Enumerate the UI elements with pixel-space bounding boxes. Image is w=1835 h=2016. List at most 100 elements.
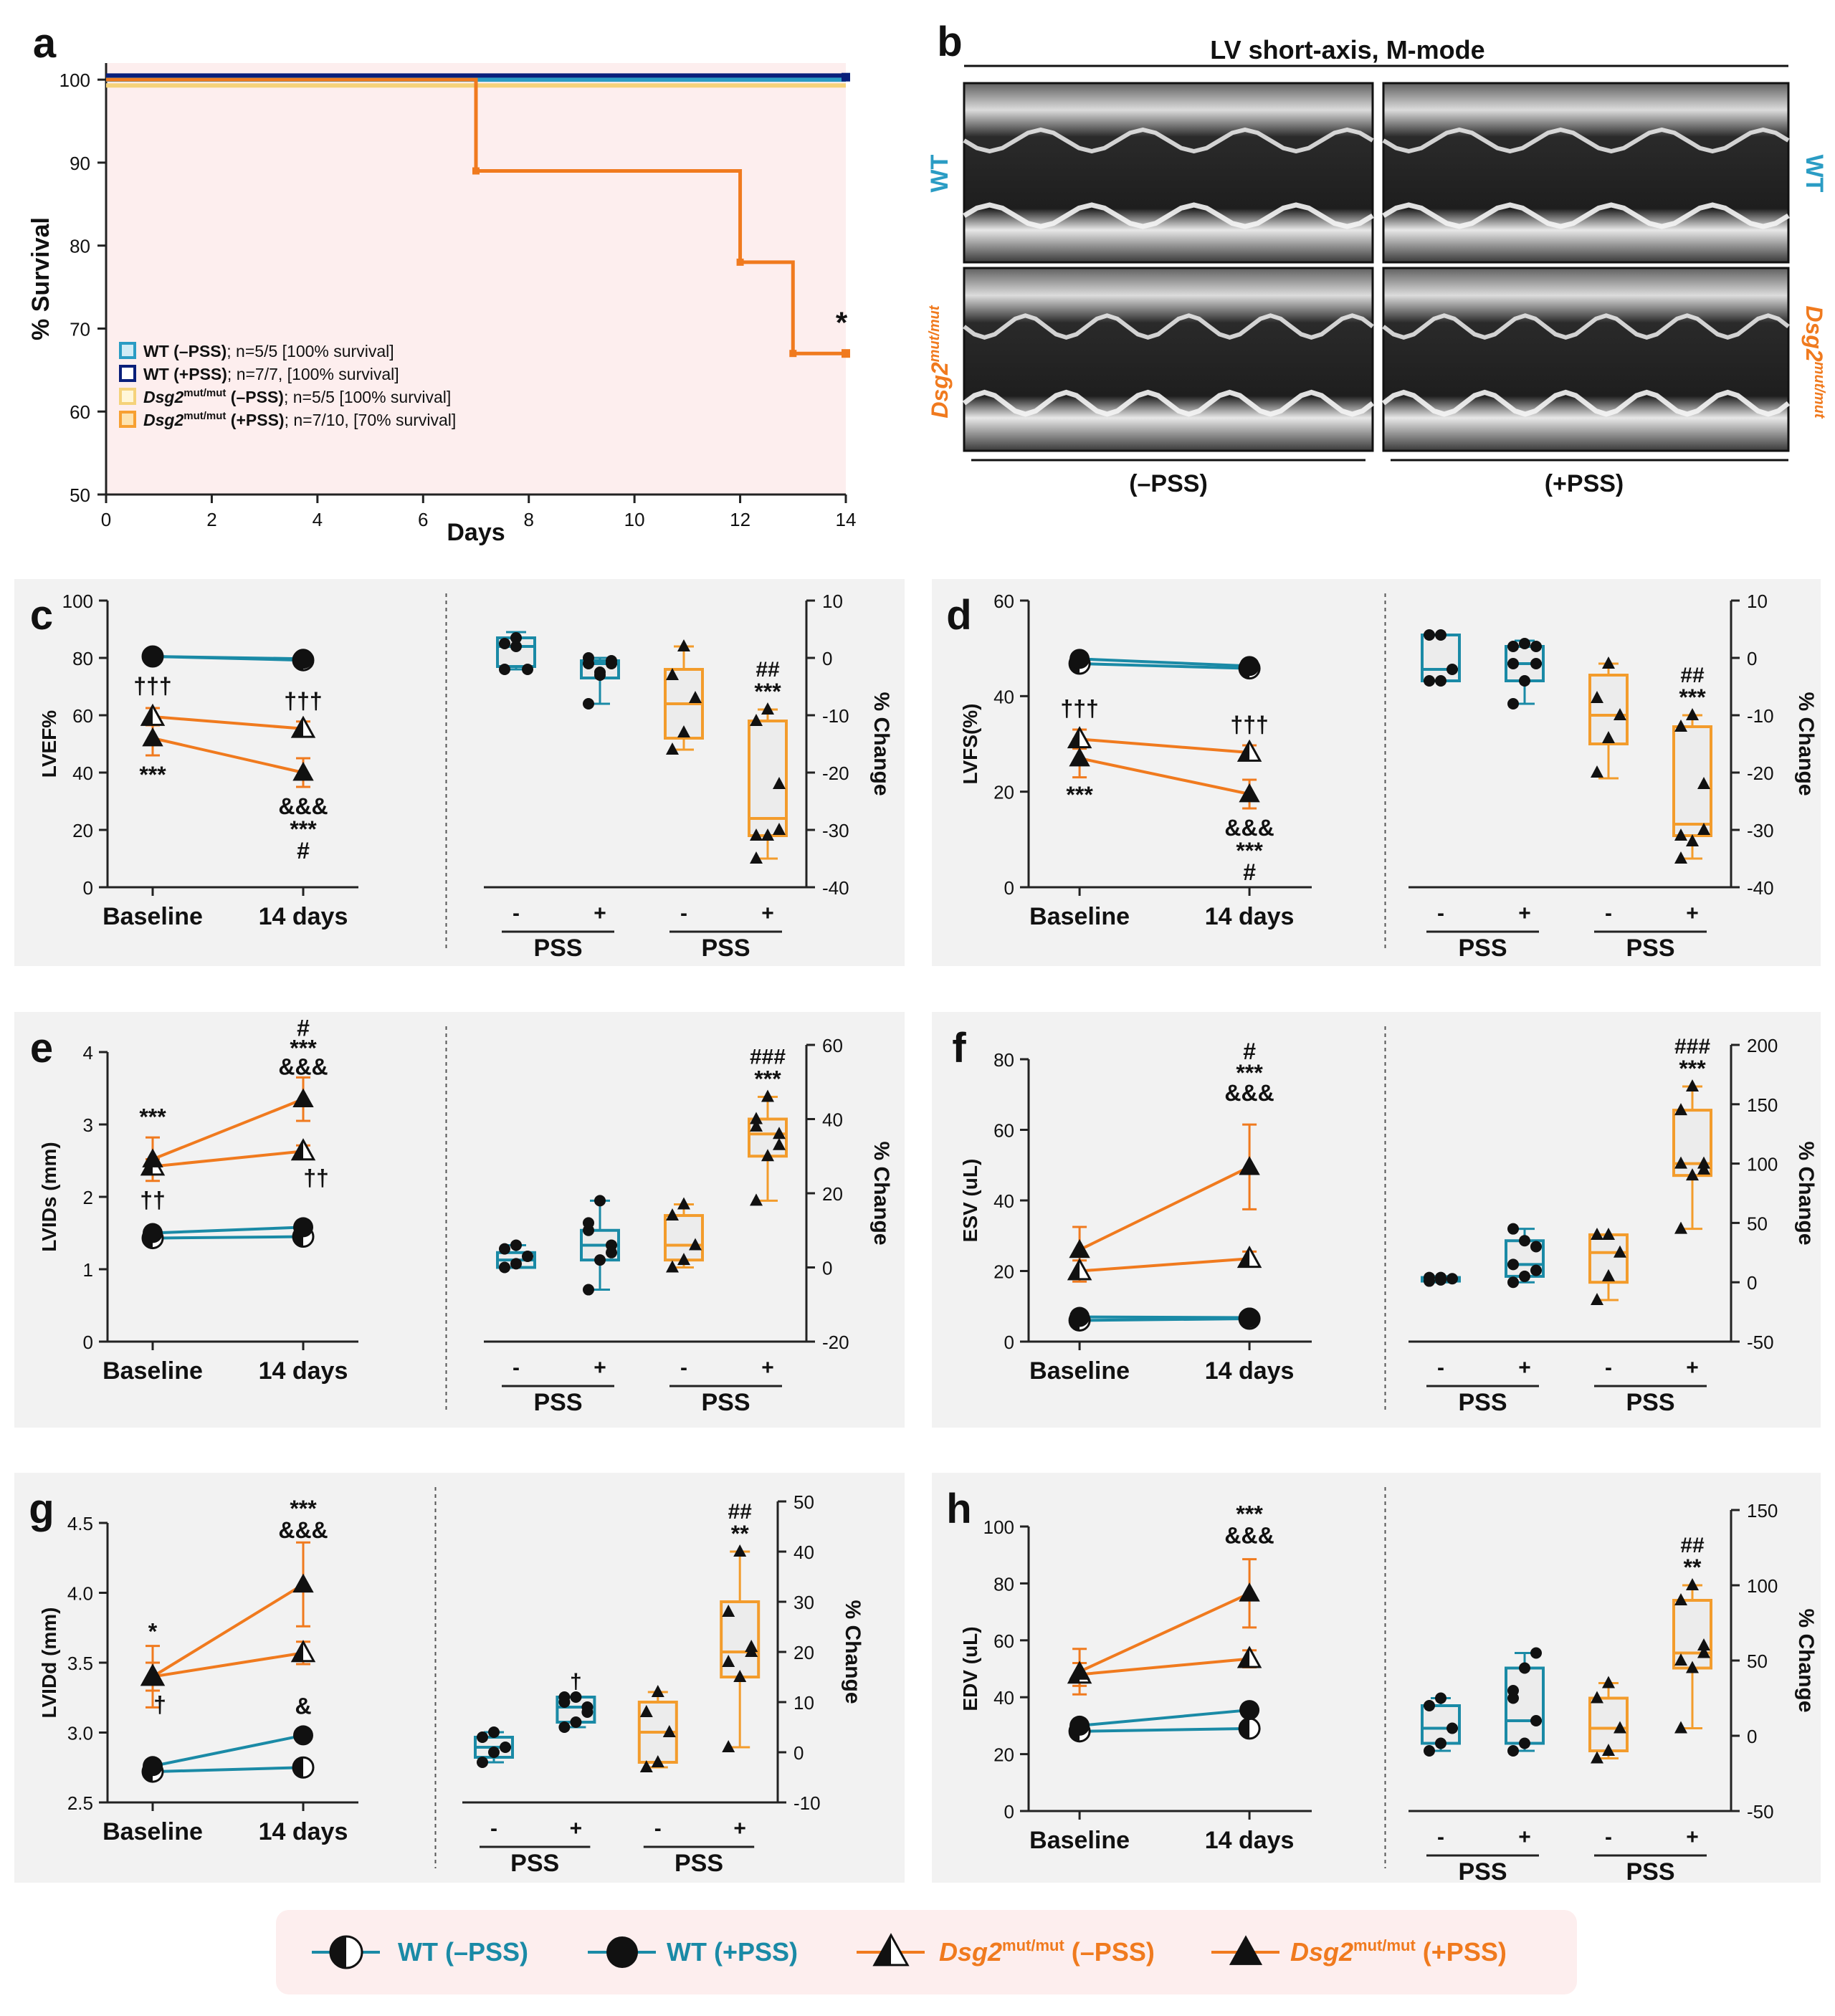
x-category-label: 14 days xyxy=(259,903,348,930)
dsg-name: Dsg2 xyxy=(1801,305,1827,361)
box-point xyxy=(651,1685,664,1697)
y-tick-label: 60 xyxy=(993,591,1014,612)
series-line xyxy=(1079,657,1250,668)
box-annotation: *** xyxy=(1679,684,1706,710)
box-x-tick: + xyxy=(1518,1825,1531,1849)
y-tick-label: 0 xyxy=(1747,1726,1757,1747)
y-tick-label: 0 xyxy=(1004,1332,1014,1353)
box-annotation: ** xyxy=(1684,1554,1702,1580)
box-annotation: *** xyxy=(1679,1056,1706,1081)
box-point xyxy=(583,698,594,710)
box-point xyxy=(666,742,679,755)
box-point xyxy=(773,1127,786,1140)
marker-dsg-plus xyxy=(142,1666,163,1685)
panel-letter: b xyxy=(937,19,962,65)
box-point xyxy=(651,1755,664,1767)
col-label-minus: (–PSS) xyxy=(1129,470,1208,497)
box-annotation: *** xyxy=(754,679,781,704)
y-tick-label: 20 xyxy=(822,1183,843,1205)
box-point xyxy=(1530,658,1542,669)
box-point xyxy=(1435,1271,1446,1284)
box-x-tick: - xyxy=(654,1817,662,1840)
legend-label-rest: (–PSS) xyxy=(1064,1937,1155,1967)
box-point xyxy=(761,828,774,841)
box-point xyxy=(773,777,786,789)
box-point xyxy=(1614,1245,1626,1258)
series-line xyxy=(1079,1709,1250,1727)
significance-marker: * xyxy=(836,305,848,339)
legend-label-sup: mut/mut xyxy=(1002,1936,1064,1954)
legend-bold: Dsg2 xyxy=(143,388,184,406)
box-point xyxy=(1507,1258,1519,1271)
significance-annotation: & xyxy=(295,1693,311,1719)
y-tick-label: 60 xyxy=(72,705,93,727)
marker-dsg-plus xyxy=(1069,1661,1090,1680)
marker-wt-plus xyxy=(293,1725,313,1746)
box-point xyxy=(773,823,786,835)
marker-half xyxy=(330,1936,346,1968)
box-point xyxy=(1424,629,1435,641)
box-point xyxy=(689,1238,702,1251)
series-line xyxy=(152,1150,304,1168)
y-tick-label: 3 xyxy=(83,1114,93,1136)
significance-annotation: *** xyxy=(1066,782,1093,808)
y-tick-label: 2.5 xyxy=(67,1792,93,1814)
box-point xyxy=(558,1696,571,1708)
mmode-image xyxy=(963,82,1374,264)
box-point xyxy=(1435,675,1446,687)
y-axis-label-right: % Change xyxy=(841,1600,864,1704)
box-point xyxy=(488,1747,500,1758)
box-x-tick: - xyxy=(490,1817,497,1840)
y-tick-label: 1 xyxy=(83,1259,93,1281)
box-point xyxy=(1591,1751,1603,1764)
wall-trace xyxy=(1382,127,1790,154)
box-point xyxy=(761,1149,774,1162)
y-tick-label: 40 xyxy=(993,1190,1014,1212)
wall-trace xyxy=(1382,202,1790,229)
legend-bold: (+PSS) xyxy=(226,411,284,429)
x-tick-label: 4 xyxy=(313,509,323,530)
box-point xyxy=(1602,1227,1615,1240)
significance-annotation: *** xyxy=(290,1036,317,1061)
box-x-tick: - xyxy=(1605,1825,1612,1849)
box-point xyxy=(1674,1103,1687,1116)
y-tick-label: 50 xyxy=(1747,1650,1768,1672)
y-tick-label: 80 xyxy=(993,1049,1014,1071)
legend-rest: ; n=5/5 [100% survival] xyxy=(227,342,394,360)
censor-mark xyxy=(472,167,480,175)
box-point xyxy=(1697,1645,1710,1658)
group-label: PSS xyxy=(533,1389,582,1416)
row-label-wt: WT xyxy=(926,154,953,192)
legend-entry: Dsg2mut/mut (–PSS); n=5/5 [100% survival… xyxy=(143,387,451,406)
box-point xyxy=(499,638,510,649)
marker-half xyxy=(292,1642,303,1661)
legend-rest: ; n=7/7, [100% survival] xyxy=(227,365,399,383)
y-tick-label: 0 xyxy=(83,877,93,899)
box-point xyxy=(499,1261,510,1274)
x-tick-label: 10 xyxy=(624,509,645,530)
box-point xyxy=(1507,698,1519,710)
legend-rest: ; n=7/10, [70% survival] xyxy=(285,411,457,429)
group-label: PSS xyxy=(1458,1389,1507,1416)
box-x-tick: - xyxy=(680,902,687,925)
series-line xyxy=(152,1734,304,1768)
wall-trace xyxy=(1382,313,1790,340)
box-point xyxy=(662,1725,676,1737)
y-tick-label: -30 xyxy=(822,820,849,841)
box-point xyxy=(1435,1692,1446,1704)
panel-letter: e xyxy=(30,1025,53,1071)
box-annotation: ** xyxy=(731,1521,749,1547)
marker-half xyxy=(1239,1718,1250,1739)
y-tick-label: 40 xyxy=(993,686,1014,707)
box-point xyxy=(1686,708,1699,720)
y-tick-label: 90 xyxy=(70,153,90,174)
series-line xyxy=(152,737,304,774)
box-point xyxy=(583,652,594,664)
y-tick-label: 30 xyxy=(793,1592,814,1613)
box-point xyxy=(581,1706,594,1718)
x-category-label: Baseline xyxy=(1029,1357,1130,1385)
box-point xyxy=(1614,1721,1626,1734)
box-point xyxy=(594,667,606,678)
x-category-label: 14 days xyxy=(259,1357,348,1385)
y-tick-label: 10 xyxy=(793,1692,814,1714)
